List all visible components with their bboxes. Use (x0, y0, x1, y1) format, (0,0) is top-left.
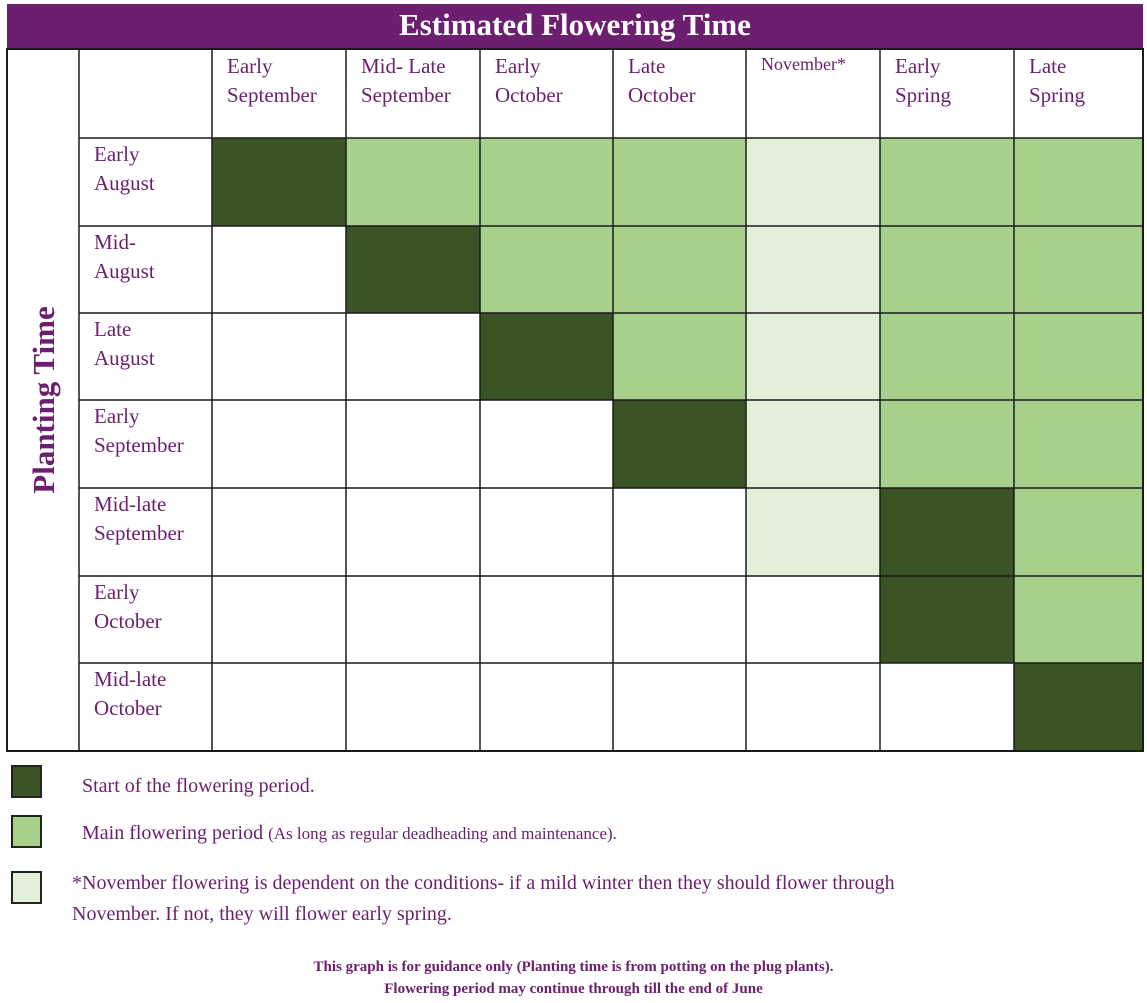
cell-r1-c6-main (880, 138, 1014, 226)
row-label-1-line1: Early (94, 142, 140, 166)
col-label-4-line2: October (628, 83, 696, 107)
cell-r3-c6-main (880, 313, 1014, 400)
chart-title: Estimated Flowering Time (399, 7, 751, 42)
cell-r7-c4-none (613, 663, 746, 751)
cell-r6-c1-none (212, 576, 346, 663)
cell-r4-c7-main (1014, 400, 1143, 488)
cell-r6-c3-none (480, 576, 613, 663)
legend-start-label: Start of the flowering period. (82, 775, 315, 797)
cell-r5-c7-main (1014, 488, 1143, 576)
row-label-5-line1: Mid-late (94, 492, 166, 516)
cell-r1-c1-start (212, 138, 346, 226)
cell-r6-c6-start (880, 576, 1014, 663)
row-label-7-line1: Mid-late (94, 667, 166, 691)
cell-r7-c5-none (746, 663, 880, 751)
col-label-3-line2: October (495, 83, 563, 107)
cell-r5-c4-none (613, 488, 746, 576)
cell-r3-c7-main (1014, 313, 1143, 400)
row-label-2-line1: Mid- (94, 230, 136, 254)
cell-r4-c1-none (212, 400, 346, 488)
row-label-3-line1: Late (94, 317, 131, 341)
cell-r5-c6-start (880, 488, 1014, 576)
cell-r5-c1-none (212, 488, 346, 576)
legend-main-aside: (As long as regular deadheading and main… (268, 824, 617, 843)
footnote-line1: This graph is for guidance only (Plantin… (313, 959, 834, 975)
row-label-6-line2: October (94, 609, 162, 633)
col-label-3-line1: Early (495, 54, 541, 78)
cell-r4-c5-november (746, 400, 880, 488)
cell-r2-c3-main (480, 226, 613, 313)
cell-r1-c3-main (480, 138, 613, 226)
legend-swatch-november (11, 871, 42, 904)
cell-r3-c1-none (212, 313, 346, 400)
cell-r4-c3-none (480, 400, 613, 488)
col-label-2-line1: Mid- Late (361, 54, 446, 78)
row-label-6-line1: Early (94, 580, 140, 604)
legend-november-line1: *November flowering is dependent on the … (72, 872, 895, 894)
footnote-line2: Flowering period may continue through ti… (384, 981, 763, 997)
y-axis-label: Planting Time (26, 306, 61, 493)
cell-r4-c6-main (880, 400, 1014, 488)
cell-r5-c5-november (746, 488, 880, 576)
cell-r7-c6-none (880, 663, 1014, 751)
cell-r3-c5-november (746, 313, 880, 400)
cell-r2-c2-start (346, 226, 480, 313)
row-label-2-line2: August (94, 259, 155, 283)
row-label-4-line1: Early (94, 404, 140, 428)
col-label-2-line2: September (361, 83, 451, 107)
col-label-7-line2: Spring (1029, 83, 1086, 107)
legend-main-text: Main flowering period (82, 822, 264, 844)
row-label-7-line2: October (94, 696, 162, 720)
cell-r7-c3-none (480, 663, 613, 751)
col-label-6-line2: Spring (895, 83, 952, 107)
cell-r1-c2-main (346, 138, 480, 226)
cell-r6-c4-none (613, 576, 746, 663)
cell-r4-c4-start (613, 400, 746, 488)
cell-r2-c5-november (746, 226, 880, 313)
legend-main-label: Main flowering period (As long as regula… (82, 818, 617, 849)
cell-r2-c4-main (613, 226, 746, 313)
cell-r6-c7-main (1014, 576, 1143, 663)
cell-r6-c2-none (346, 576, 480, 663)
flowering-time-chart: Estimated Flowering Time Early September Mi… (6, 4, 1144, 752)
cell-r1-c5-november (746, 138, 880, 226)
row-label-5-line2: September (94, 521, 184, 545)
cell-r6-c5-none (746, 576, 880, 663)
cell-r1-c4-main (613, 138, 746, 226)
cell-r2-c1-none (212, 226, 346, 313)
title-bar (7, 4, 1143, 49)
col-label-1-line1: Early (227, 54, 273, 78)
col-label-5-line1: November* (761, 54, 846, 74)
cell-r7-c1-none (212, 663, 346, 751)
legend-swatch-main (11, 815, 42, 848)
cell-r7-c7-start (1014, 663, 1143, 751)
row-label-4-line2: September (94, 433, 184, 457)
cell-r3-c3-start (480, 313, 613, 400)
legend-november-line2: November. If not, they will flower early… (72, 903, 452, 925)
legend-swatch-start (11, 765, 42, 798)
cell-r1-c7-main (1014, 138, 1143, 226)
cell-r5-c2-none (346, 488, 480, 576)
cell-r7-c2-none (346, 663, 480, 751)
cell-r5-c3-none (480, 488, 613, 576)
row-label-1-line2: August (94, 171, 155, 195)
cell-r4-c2-none (346, 400, 480, 488)
row-label-3-line2: August (94, 346, 155, 370)
cell-r2-c6-main (880, 226, 1014, 313)
col-label-7-line1: Late (1029, 54, 1066, 78)
col-label-4-line1: Late (628, 54, 665, 78)
cell-r3-c4-main (613, 313, 746, 400)
cell-r2-c7-main (1014, 226, 1143, 313)
cell-r3-c2-none (346, 313, 480, 400)
col-label-1-line2: September (227, 83, 317, 107)
col-label-6-line1: Early (895, 54, 941, 78)
